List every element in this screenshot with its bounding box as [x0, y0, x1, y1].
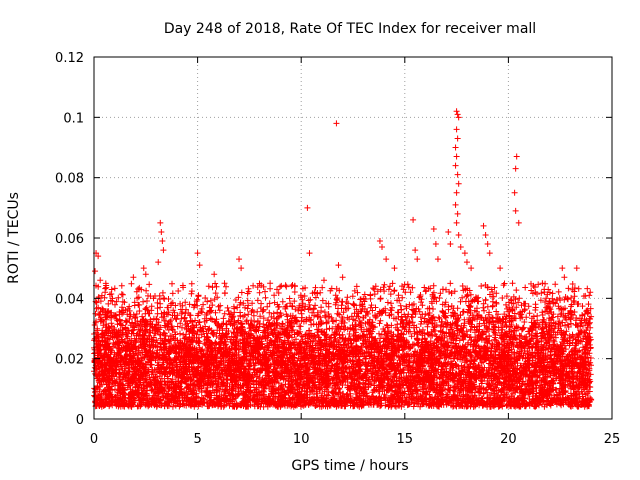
roti-point [561, 274, 568, 281]
roti-point [434, 256, 441, 263]
roti-point [454, 210, 461, 217]
axis-ticks [93, 56, 613, 420]
roti-point [335, 262, 342, 269]
roti-point [511, 189, 518, 196]
roti-point [158, 228, 165, 235]
roti-point [587, 289, 594, 296]
roti-point [461, 250, 468, 257]
roti-point [454, 135, 461, 142]
roti-point [130, 274, 137, 281]
roti-point [453, 219, 460, 226]
roti-point [452, 144, 459, 151]
roti-point [221, 280, 228, 287]
roti-point [92, 268, 99, 275]
roti-point [379, 244, 386, 251]
roti-point [497, 265, 504, 272]
roti-point [509, 280, 516, 287]
y-tick-label: 0.04 [55, 292, 84, 307]
roti-point [455, 114, 462, 121]
roti-point [453, 153, 460, 160]
roti-point [320, 277, 327, 284]
x-tick-label: 5 [193, 432, 201, 447]
roti-point [430, 225, 437, 232]
y-tick-label: 0.02 [55, 353, 84, 368]
x-tick-label: 20 [500, 432, 517, 447]
roti-point [453, 189, 460, 196]
y-axis-title: ROTI / TECUs [6, 192, 22, 284]
roti-point [573, 265, 580, 272]
roti-point [457, 244, 464, 251]
roti-point [160, 247, 167, 254]
roti-point [95, 253, 102, 260]
roti-point [140, 265, 147, 272]
x-tick-labels: 0 5 10 15 20 25 [90, 432, 620, 447]
roti-point [97, 277, 104, 284]
roti-point [194, 250, 201, 257]
data-points [91, 108, 595, 410]
roti-point [468, 265, 475, 272]
y-tick-labels: 0 0.02 0.04 0.06 0.08 0.1 0.12 [55, 51, 84, 428]
roti-point [333, 120, 340, 127]
roti-point [159, 238, 166, 245]
roti-point [339, 274, 346, 281]
roti-point [306, 250, 313, 257]
y-tick-label: 0 [76, 413, 84, 428]
x-tick-label: 25 [604, 432, 621, 447]
roti-point [142, 271, 149, 278]
roti-point [454, 111, 461, 118]
x-tick-label: 10 [293, 432, 310, 447]
roti-point [513, 153, 520, 160]
y-tick-label: 0.1 [63, 111, 84, 126]
roti-point [463, 259, 470, 266]
roti-point [453, 126, 460, 133]
roti-point [445, 228, 452, 235]
roti-point [532, 289, 539, 296]
roti-point [455, 180, 462, 187]
roti-point [412, 247, 419, 254]
roti-point [376, 238, 383, 245]
roti-point [486, 250, 493, 257]
roti-point [155, 259, 162, 266]
roti-point [454, 171, 461, 178]
roti-point [304, 204, 311, 211]
roti-point [480, 222, 487, 229]
roti-point [452, 162, 459, 169]
roti-point-cloud [91, 280, 595, 410]
roti-point [414, 256, 421, 263]
roti-point [196, 262, 203, 269]
x-tick-label: 15 [397, 432, 414, 447]
y-tick-label: 0.06 [55, 232, 84, 247]
roti-point [559, 265, 566, 272]
x-axis-title: GPS time / hours [291, 458, 408, 474]
roti-point [157, 219, 164, 226]
roti-point [291, 283, 298, 290]
y-tick-label: 0.08 [55, 172, 84, 187]
roti-point [452, 201, 459, 208]
grid-lines [94, 57, 612, 419]
roti-point [391, 265, 398, 272]
roti-point [482, 231, 489, 238]
roti-point [432, 241, 439, 248]
y-tick-label: 0.12 [55, 51, 84, 66]
roti-point [455, 231, 462, 238]
roti-point [586, 292, 593, 299]
roti-point [447, 241, 454, 248]
roti-point [238, 265, 245, 272]
roti-point [484, 241, 491, 248]
roti-point [372, 283, 379, 290]
roti-point [410, 216, 417, 223]
roti-point [236, 256, 243, 263]
chart-title: Day 248 of 2018, Rate Of TEC Index for r… [164, 21, 536, 37]
roti-point [512, 165, 519, 172]
x-tick-label: 0 [90, 432, 98, 447]
roti-point [267, 280, 274, 287]
roti-point [512, 207, 519, 214]
roti-point [211, 271, 218, 278]
roti-point [453, 108, 460, 115]
roti-point [383, 256, 390, 263]
roti-point [515, 219, 522, 226]
